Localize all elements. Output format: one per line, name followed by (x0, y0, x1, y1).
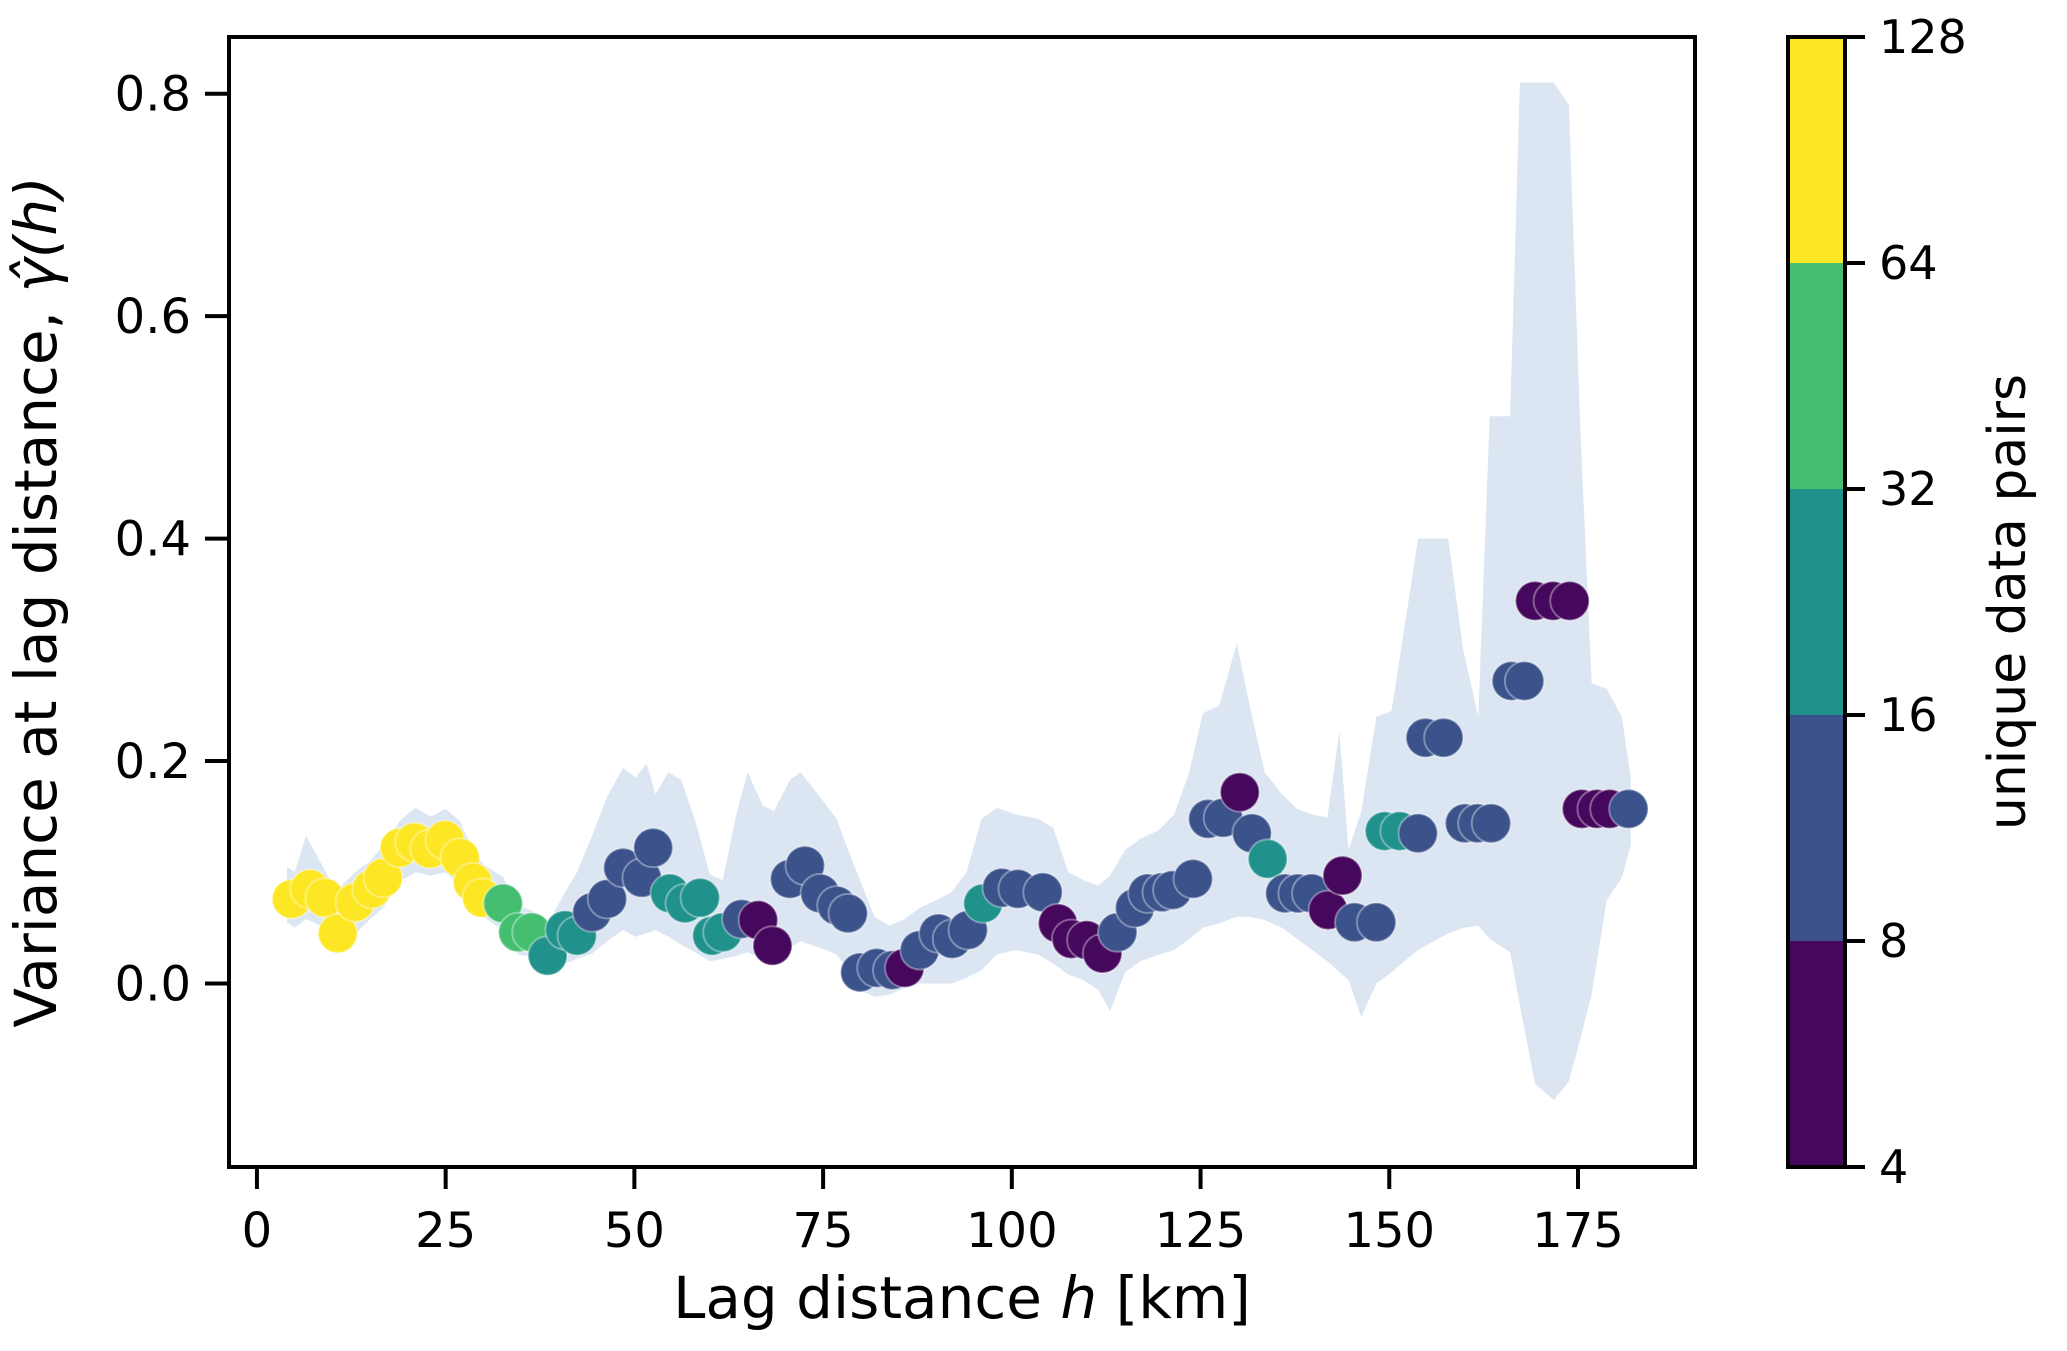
data-point (1470, 802, 1512, 844)
data-point (827, 892, 869, 934)
x-tick-label: 0 (242, 1203, 273, 1259)
data-point (679, 877, 721, 919)
data-point (1608, 788, 1650, 830)
y-tick-label: 0.4 (115, 512, 191, 568)
data-point (1549, 580, 1591, 622)
data-point (1172, 858, 1214, 900)
data-point (632, 827, 674, 869)
x-axis: 0 25 50 75 100 125 150 175 (242, 1167, 1624, 1259)
x-tick-label: 25 (415, 1203, 476, 1259)
data-point (1322, 855, 1363, 897)
y-tick-label: 0.6 (115, 289, 191, 345)
x-tick-label: 125 (1155, 1203, 1247, 1259)
data-point (1423, 717, 1465, 759)
y-tick-label: 0.8 (115, 67, 191, 123)
colorbar-tick-label: 16 (1879, 688, 1938, 742)
colorbar-segment (1788, 263, 1845, 489)
colorbar-segment (1788, 941, 1845, 1167)
x-tick-label: 75 (793, 1203, 854, 1259)
colorbar-tick-label: 64 (1879, 236, 1938, 290)
data-point (1247, 838, 1289, 880)
colorbar-tick-label: 8 (1879, 914, 1908, 968)
data-point (1397, 812, 1439, 854)
colorbar-tick-label: 4 (1879, 1140, 1908, 1194)
y-axis-label: Variance at lag distance, γ̂(h) (2, 176, 70, 1028)
x-tick-label: 100 (966, 1203, 1058, 1259)
colorbar-segment (1788, 715, 1845, 941)
colorbar-label: unique data pairs (1978, 374, 2038, 830)
y-tick-label: 0.0 (115, 956, 191, 1012)
data-point (1355, 901, 1397, 943)
y-tick-label: 0.2 (115, 734, 191, 790)
plot-border (227, 35, 1697, 1169)
data-point (586, 878, 628, 920)
data-point (362, 857, 404, 899)
colorbar (1788, 37, 1845, 1167)
y-axis: 0.0 0.2 0.4 0.6 0.8 (115, 67, 229, 1012)
confidence-band (287, 82, 1631, 1101)
x-tick-label: 150 (1343, 1203, 1435, 1259)
colorbar-segment (1788, 489, 1845, 715)
colorbar-segment (1788, 37, 1845, 263)
scatter-point-layer (271, 580, 1650, 993)
data-point (317, 912, 359, 954)
data-point (1503, 660, 1545, 702)
x-axis-label: Lag distance h [km] (673, 1264, 1251, 1332)
confidence-band-layer (287, 82, 1631, 1101)
colorbar-border (1786, 35, 1847, 1169)
data-point (1219, 771, 1261, 813)
x-tick-label: 175 (1532, 1203, 1624, 1259)
colorbar-tick-label: 32 (1879, 462, 1938, 516)
colorbar-tick-label: 128 (1879, 10, 1967, 64)
colorbar-axis: 4 8 16 32 64 128 (1845, 10, 1967, 1194)
x-tick-label: 50 (604, 1203, 665, 1259)
data-point (752, 925, 793, 967)
